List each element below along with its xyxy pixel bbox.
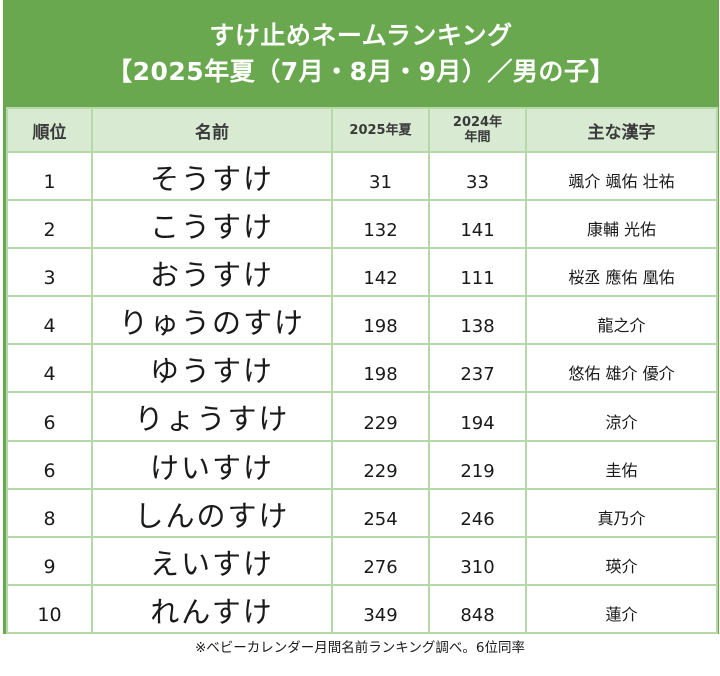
rank-cell: 4 bbox=[6, 295, 93, 346]
table-row: 4 ゆうすけ 198 237 悠佑 雄介 優介 bbox=[6, 343, 718, 394]
rank-2025-cell: 198 bbox=[331, 343, 430, 394]
kanji-cell: 颯介 颯佑 壮祐 bbox=[525, 150, 718, 202]
name-cell: れんすけ bbox=[91, 583, 333, 634]
rank-2025-cell: 229 bbox=[331, 391, 430, 442]
name-cell: しんのすけ bbox=[91, 487, 333, 538]
rank-2024-cell: 111 bbox=[428, 247, 527, 298]
name-cell: りょうすけ bbox=[91, 391, 333, 442]
rank-cell: 1 bbox=[6, 150, 93, 202]
header-2024-annual: 2024年 年間 bbox=[428, 107, 527, 153]
name-cell: えいすけ bbox=[91, 535, 333, 586]
header-rank: 順位 bbox=[6, 107, 93, 153]
kanji-cell: 涼介 bbox=[525, 391, 718, 442]
rank-cell: 10 bbox=[6, 583, 93, 634]
rank-2025-cell: 198 bbox=[331, 295, 430, 346]
kanji-cell: 龍之介 bbox=[525, 295, 718, 346]
rank-2025-cell: 132 bbox=[331, 199, 430, 250]
rank-2024-cell: 194 bbox=[428, 391, 527, 442]
header-name: 名前 bbox=[91, 107, 333, 153]
rank-cell: 2 bbox=[6, 199, 93, 250]
kanji-cell: 桜丞 應佑 凰佑 bbox=[525, 247, 718, 298]
kanji-cell: 真乃介 bbox=[525, 487, 718, 538]
name-cell: おうすけ bbox=[91, 247, 333, 298]
rank-cell: 3 bbox=[6, 247, 93, 298]
rank-2024-cell: 237 bbox=[428, 343, 527, 394]
name-cell: ゆうすけ bbox=[91, 343, 333, 394]
ranking-table: 順位 名前 2025年夏 2024年 年間 主な漢字 1 そうすけ 31 33 … bbox=[6, 107, 718, 634]
kanji-cell: 悠佑 雄介 優介 bbox=[525, 343, 718, 394]
table-row: 2 こうすけ 132 141 康輔 光佑 bbox=[6, 199, 718, 250]
kanji-cell: 康輔 光佑 bbox=[525, 199, 718, 250]
rank-cell: 6 bbox=[6, 391, 93, 442]
rank-2024-cell: 219 bbox=[428, 439, 527, 490]
kanji-cell: 圭佑 bbox=[525, 439, 718, 490]
name-cell: りゅうのすけ bbox=[91, 295, 333, 346]
kanji-cell: 瑛介 bbox=[525, 535, 718, 586]
table-header-row: 順位 名前 2025年夏 2024年 年間 主な漢字 bbox=[6, 107, 718, 153]
rank-cell: 8 bbox=[6, 487, 93, 538]
table-row: 6 りょうすけ 229 194 涼介 bbox=[6, 391, 718, 442]
rank-2025-cell: 142 bbox=[331, 247, 430, 298]
table-row: 1 そうすけ 31 33 颯介 颯佑 壮祐 bbox=[6, 150, 718, 202]
rank-2025-cell: 349 bbox=[331, 583, 430, 634]
rank-2025-cell: 254 bbox=[331, 487, 430, 538]
ranking-card: すけ止めネームランキング 【2025年夏（7月・8月・9月）／男の子】 順位 名… bbox=[3, 0, 719, 634]
rank-2024-cell: 246 bbox=[428, 487, 527, 538]
kanji-cell: 蓮介 bbox=[525, 583, 718, 634]
header-2025-summer: 2025年夏 bbox=[331, 107, 430, 153]
rank-2024-cell: 310 bbox=[428, 535, 527, 586]
rank-2025-cell: 276 bbox=[331, 535, 430, 586]
source-footnote: ※ベビーカレンダー月間名前ランキング調べ。6位同率 bbox=[195, 640, 525, 656]
rank-2025-cell: 31 bbox=[331, 150, 430, 202]
header-2024-line1: 2024年 bbox=[452, 115, 503, 130]
table-row: 8 しんのすけ 254 246 真乃介 bbox=[6, 487, 718, 538]
table-row: 6 けいすけ 229 219 圭佑 bbox=[6, 439, 718, 490]
header-2024-line2: 年間 bbox=[464, 130, 491, 145]
rank-2024-cell: 141 bbox=[428, 199, 527, 250]
title-banner: すけ止めネームランキング 【2025年夏（7月・8月・9月）／男の子】 bbox=[6, 0, 716, 107]
rank-cell: 6 bbox=[6, 439, 93, 490]
name-cell: そうすけ bbox=[91, 150, 333, 202]
title-line-2: 【2025年夏（7月・8月・9月）／男の子】 bbox=[107, 56, 615, 86]
title-line-1: すけ止めネームランキング bbox=[209, 20, 513, 50]
table-row: 4 りゅうのすけ 198 138 龍之介 bbox=[6, 295, 718, 346]
header-kanji: 主な漢字 bbox=[525, 107, 718, 153]
name-cell: けいすけ bbox=[91, 439, 333, 490]
table-row: 10 れんすけ 349 848 蓮介 bbox=[6, 583, 718, 634]
table-row: 9 えいすけ 276 310 瑛介 bbox=[6, 535, 718, 586]
rank-cell: 4 bbox=[6, 343, 93, 394]
rank-2024-cell: 848 bbox=[428, 583, 527, 634]
rank-cell: 9 bbox=[6, 535, 93, 586]
rank-2025-cell: 229 bbox=[331, 439, 430, 490]
table-row: 3 おうすけ 142 111 桜丞 應佑 凰佑 bbox=[6, 247, 718, 298]
name-cell: こうすけ bbox=[91, 199, 333, 250]
rank-2024-cell: 33 bbox=[428, 150, 527, 202]
rank-2024-cell: 138 bbox=[428, 295, 527, 346]
